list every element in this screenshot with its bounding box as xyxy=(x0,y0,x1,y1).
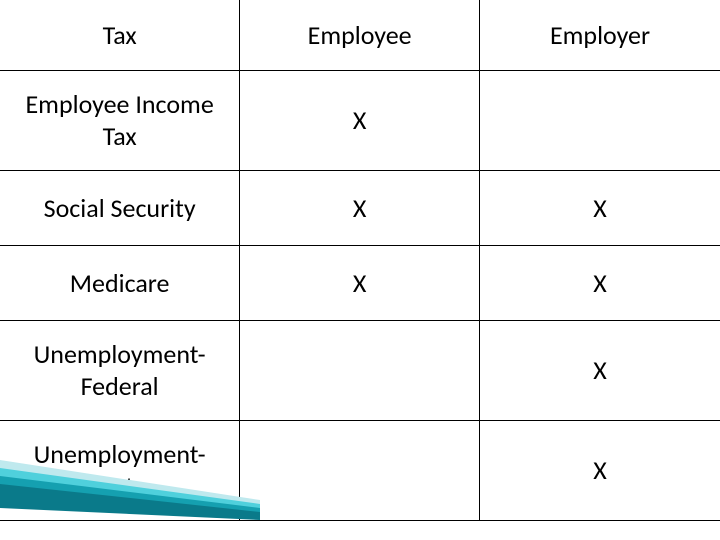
row-label: Social Security xyxy=(0,170,240,245)
tax-table-container: Tax Employee Employer Employee Income Ta… xyxy=(0,0,720,521)
row-label: Unemployment- Federal xyxy=(0,320,240,420)
row-label: Medicare xyxy=(0,245,240,320)
col-header-tax: Tax xyxy=(0,0,240,70)
accent-swoosh xyxy=(0,460,260,520)
table-header-row: Tax Employee Employer xyxy=(0,0,720,70)
cell-employee: X xyxy=(240,170,480,245)
table-row: Medicare X X xyxy=(0,245,720,320)
col-header-employee: Employee xyxy=(240,0,480,70)
cell-employee: X xyxy=(240,70,480,170)
cell-employer: X xyxy=(480,245,720,320)
tax-table: Tax Employee Employer Employee Income Ta… xyxy=(0,0,720,521)
cell-employer: X xyxy=(480,320,720,420)
cell-employer: X xyxy=(480,170,720,245)
table-row: Social Security X X xyxy=(0,170,720,245)
cell-employer: X xyxy=(480,420,720,520)
cell-employer xyxy=(480,70,720,170)
cell-employee xyxy=(240,320,480,420)
cell-employee: X xyxy=(240,245,480,320)
cell-employee xyxy=(240,420,480,520)
table-row: Employee Income Tax X xyxy=(0,70,720,170)
row-label: Employee Income Tax xyxy=(0,70,240,170)
table-row: Unemployment- Federal X xyxy=(0,320,720,420)
col-header-employer: Employer xyxy=(480,0,720,70)
